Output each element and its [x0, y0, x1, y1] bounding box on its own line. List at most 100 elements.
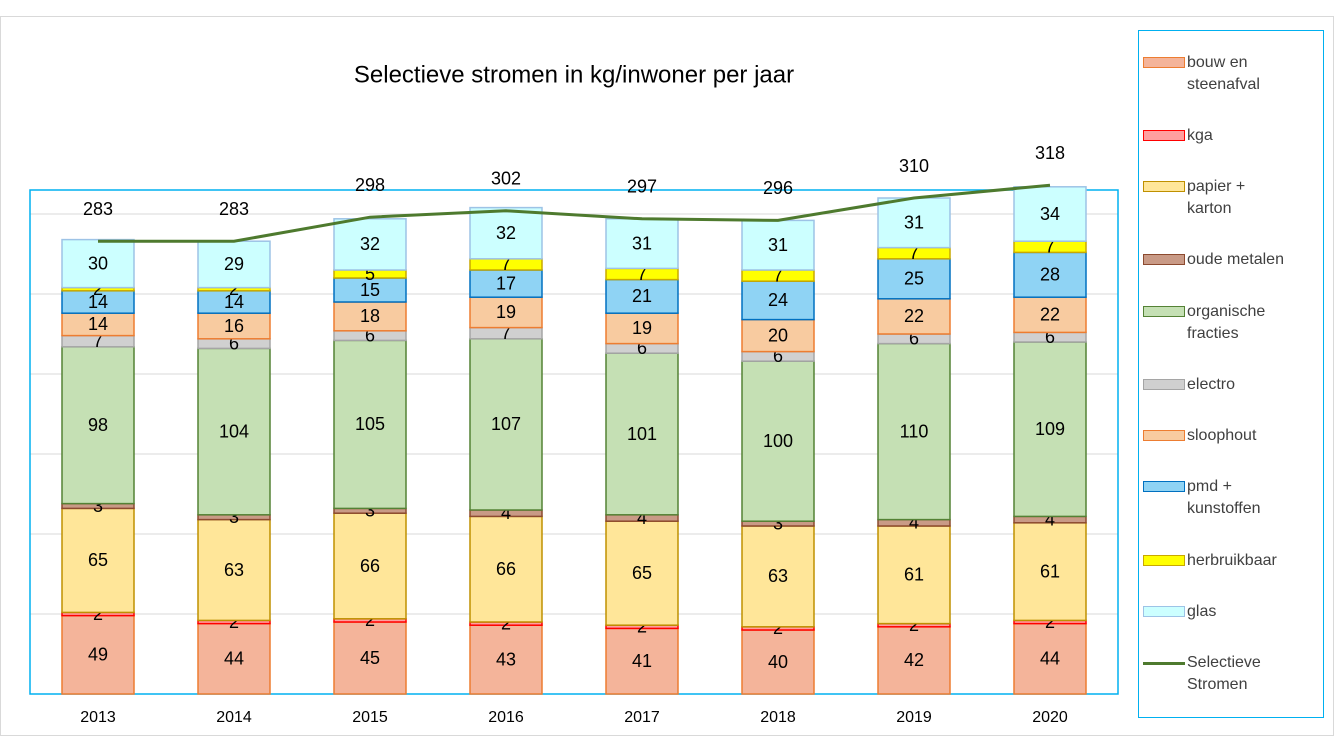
data-label: 7	[1045, 237, 1055, 257]
data-label: 17	[496, 273, 516, 293]
data-label: 6	[909, 329, 919, 349]
bar-segment	[469, 515, 543, 623]
data-label: 44	[224, 649, 244, 669]
legend-swatch	[1143, 430, 1185, 442]
data-label: 32	[496, 223, 516, 243]
data-label: 65	[88, 550, 108, 570]
data-label: 25	[904, 269, 924, 289]
bar-segment	[877, 626, 951, 695]
bar-segment	[741, 629, 815, 695]
legend-swatch	[1143, 305, 1185, 317]
total-label: 297	[627, 177, 657, 197]
legend-item: electro	[1143, 374, 1319, 396]
bar-segment	[605, 520, 679, 626]
bar-segment	[333, 339, 407, 510]
data-label: 2	[365, 610, 375, 630]
data-label: 63	[224, 560, 244, 580]
data-label: 14	[88, 292, 108, 312]
data-label: 7	[93, 331, 103, 351]
data-label: 6	[1045, 327, 1055, 347]
data-label: 2	[93, 604, 103, 624]
data-label: 20	[768, 325, 788, 345]
legend: bouw en steenafval kga papier + karton oude…	[1138, 30, 1324, 718]
data-label: 101	[627, 424, 657, 444]
bar-segment	[741, 525, 815, 628]
data-label: 7	[773, 265, 783, 285]
bar-segment	[877, 298, 951, 335]
data-label: 19	[496, 302, 516, 322]
total-label: 296	[763, 178, 793, 198]
data-label: 44	[1040, 649, 1060, 669]
data-label: 24	[768, 290, 788, 310]
data-label: 2	[773, 618, 783, 638]
data-label: 65	[632, 563, 652, 583]
legend-swatch	[1143, 554, 1185, 566]
data-label: 19	[632, 318, 652, 338]
legend-item: bouw en steenafval	[1143, 52, 1319, 96]
bar-segment	[1013, 251, 1087, 298]
bar-segment	[469, 269, 543, 298]
data-label: 28	[1040, 265, 1060, 285]
bar-segment	[333, 218, 407, 271]
data-label: 3	[365, 501, 375, 521]
data-label: 29	[224, 254, 244, 274]
legend-item: glas	[1143, 601, 1319, 623]
legend-swatch	[1143, 606, 1185, 618]
data-label: 7	[637, 264, 647, 284]
x-tick-label: 2013	[80, 709, 116, 726]
x-tick-label: 2016	[488, 709, 524, 726]
data-label: 30	[88, 253, 108, 273]
data-label: 4	[909, 513, 919, 533]
data-label: 4	[637, 508, 647, 528]
data-label: 110	[900, 421, 929, 441]
bar-segment	[741, 360, 815, 522]
data-label: 32	[360, 234, 380, 254]
data-label: 41	[632, 651, 652, 671]
bar-segment	[333, 512, 407, 620]
legend-swatch	[1143, 378, 1185, 390]
data-label: 3	[773, 513, 783, 533]
bar-segment	[1013, 186, 1087, 242]
legend-label: bouw en steenafval	[1187, 53, 1260, 93]
data-label: 5	[365, 264, 375, 284]
data-label: 3	[93, 496, 103, 516]
bar-segment	[469, 296, 543, 329]
legend-item: oude metalen	[1143, 249, 1319, 271]
legend-label: oude metalen	[1187, 251, 1284, 269]
data-label: 31	[768, 235, 788, 255]
legend-label: sloophout	[1187, 427, 1257, 445]
total-label: 283	[83, 199, 113, 219]
x-tick-label: 2017	[624, 709, 660, 726]
legend-label: kga	[1187, 126, 1213, 144]
chart-title: Selectieve stromen in kg/inwoner per jaa…	[354, 61, 794, 88]
data-label: 6	[637, 338, 647, 358]
data-label: 34	[1040, 204, 1060, 224]
data-label: 21	[632, 286, 652, 306]
total-label: 318	[1035, 143, 1065, 163]
x-tick-label: 2015	[352, 709, 388, 726]
data-label: 18	[360, 306, 380, 326]
bar-segment	[61, 614, 135, 695]
data-label: 63	[768, 566, 788, 586]
data-label: 4	[1045, 509, 1055, 529]
data-label: 14	[88, 314, 108, 334]
data-label: 66	[360, 556, 380, 576]
data-label: 42	[904, 650, 924, 670]
data-label: 100	[763, 431, 793, 451]
total-label: 310	[899, 156, 929, 176]
data-label: 7	[909, 243, 919, 263]
data-label: 4	[501, 503, 511, 523]
bar-segment	[333, 621, 407, 695]
plot-frame	[29, 189, 1119, 695]
legend-label: herbruikbaar	[1187, 551, 1277, 569]
data-label: 105	[355, 414, 385, 434]
data-label: 7	[501, 254, 511, 274]
legend-label: glas	[1187, 603, 1217, 621]
data-label: 61	[904, 565, 924, 585]
data-label: 61	[1040, 561, 1060, 581]
data-label: 109	[1035, 419, 1065, 439]
legend-label: pmd + kunstoffen	[1187, 478, 1261, 518]
data-label: 2	[229, 279, 239, 299]
